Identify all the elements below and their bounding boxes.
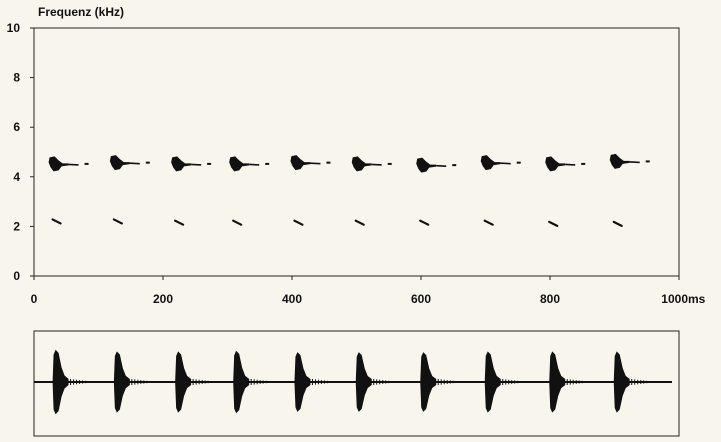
waveform-pulse [113,351,148,413]
x-tick-label: 400 [282,292,302,306]
x-tick-label: 1000 [661,292,688,306]
upper-note-mark [545,156,586,172]
upper-note-mark [416,157,457,173]
lower-harmonic-mark [548,220,559,228]
spectrogram-plot-frame [33,27,680,277]
lower-harmonic-mark [51,218,62,225]
lower-harmonic-mark [174,219,185,226]
lower-harmonic-mark [419,219,430,226]
upper-note-mark [109,155,150,171]
y-tick-label: 2 [13,219,20,233]
waveform-pulse [613,351,648,413]
lower-harmonic-mark [232,219,243,226]
x-axis-unit: ms [688,292,706,306]
upper-note-mark [48,156,89,172]
waveform-frame [33,330,680,437]
waveform-pulse [420,352,454,412]
upper-note-mark [480,155,521,171]
x-tick-label: 200 [153,292,173,306]
waveform-pulse [294,352,328,412]
y-axis-title: Frequenz (kHz) [38,5,124,19]
x-tick-label: 800 [540,292,560,306]
y-tick-label: 6 [13,120,20,134]
y-axis: 0 2 4 6 8 10 [7,21,34,283]
upper-note-mark [229,156,270,172]
x-tick-label: 600 [411,292,431,306]
waveform-pulse [233,350,267,414]
waveform-pulse [549,351,583,413]
waveform-pulse [355,352,390,412]
x-tick-label: 0 [31,292,38,306]
spectrogram-chart: Frequenz (kHz) 0 2 4 6 8 10 0 200 400 600 800 1000… [7,5,706,306]
y-tick-label: 8 [13,71,20,85]
waveform-chart [33,330,680,437]
lower-harmonic-mark [612,220,623,228]
waveform-pulse [484,351,519,413]
upper-note-mark [609,153,650,169]
y-tick-label: 10 [7,21,21,35]
lower-harmonic-mark [354,219,365,226]
lower-harmonic-mark [483,219,494,226]
waveform-pulse [52,349,87,415]
lower-harmonic-mark [112,218,123,225]
waveform-pulse [175,351,209,413]
lower-harmonic-mark [293,219,304,226]
spectrogram-marks [48,153,650,228]
upper-note-mark [290,155,331,171]
upper-note-mark [171,156,212,172]
waveform-pulses [52,349,648,415]
upper-note-mark [351,156,392,172]
y-tick-label: 4 [13,170,20,184]
x-axis: 0 200 400 600 800 1000 [31,276,688,306]
y-tick-label: 0 [13,269,20,283]
